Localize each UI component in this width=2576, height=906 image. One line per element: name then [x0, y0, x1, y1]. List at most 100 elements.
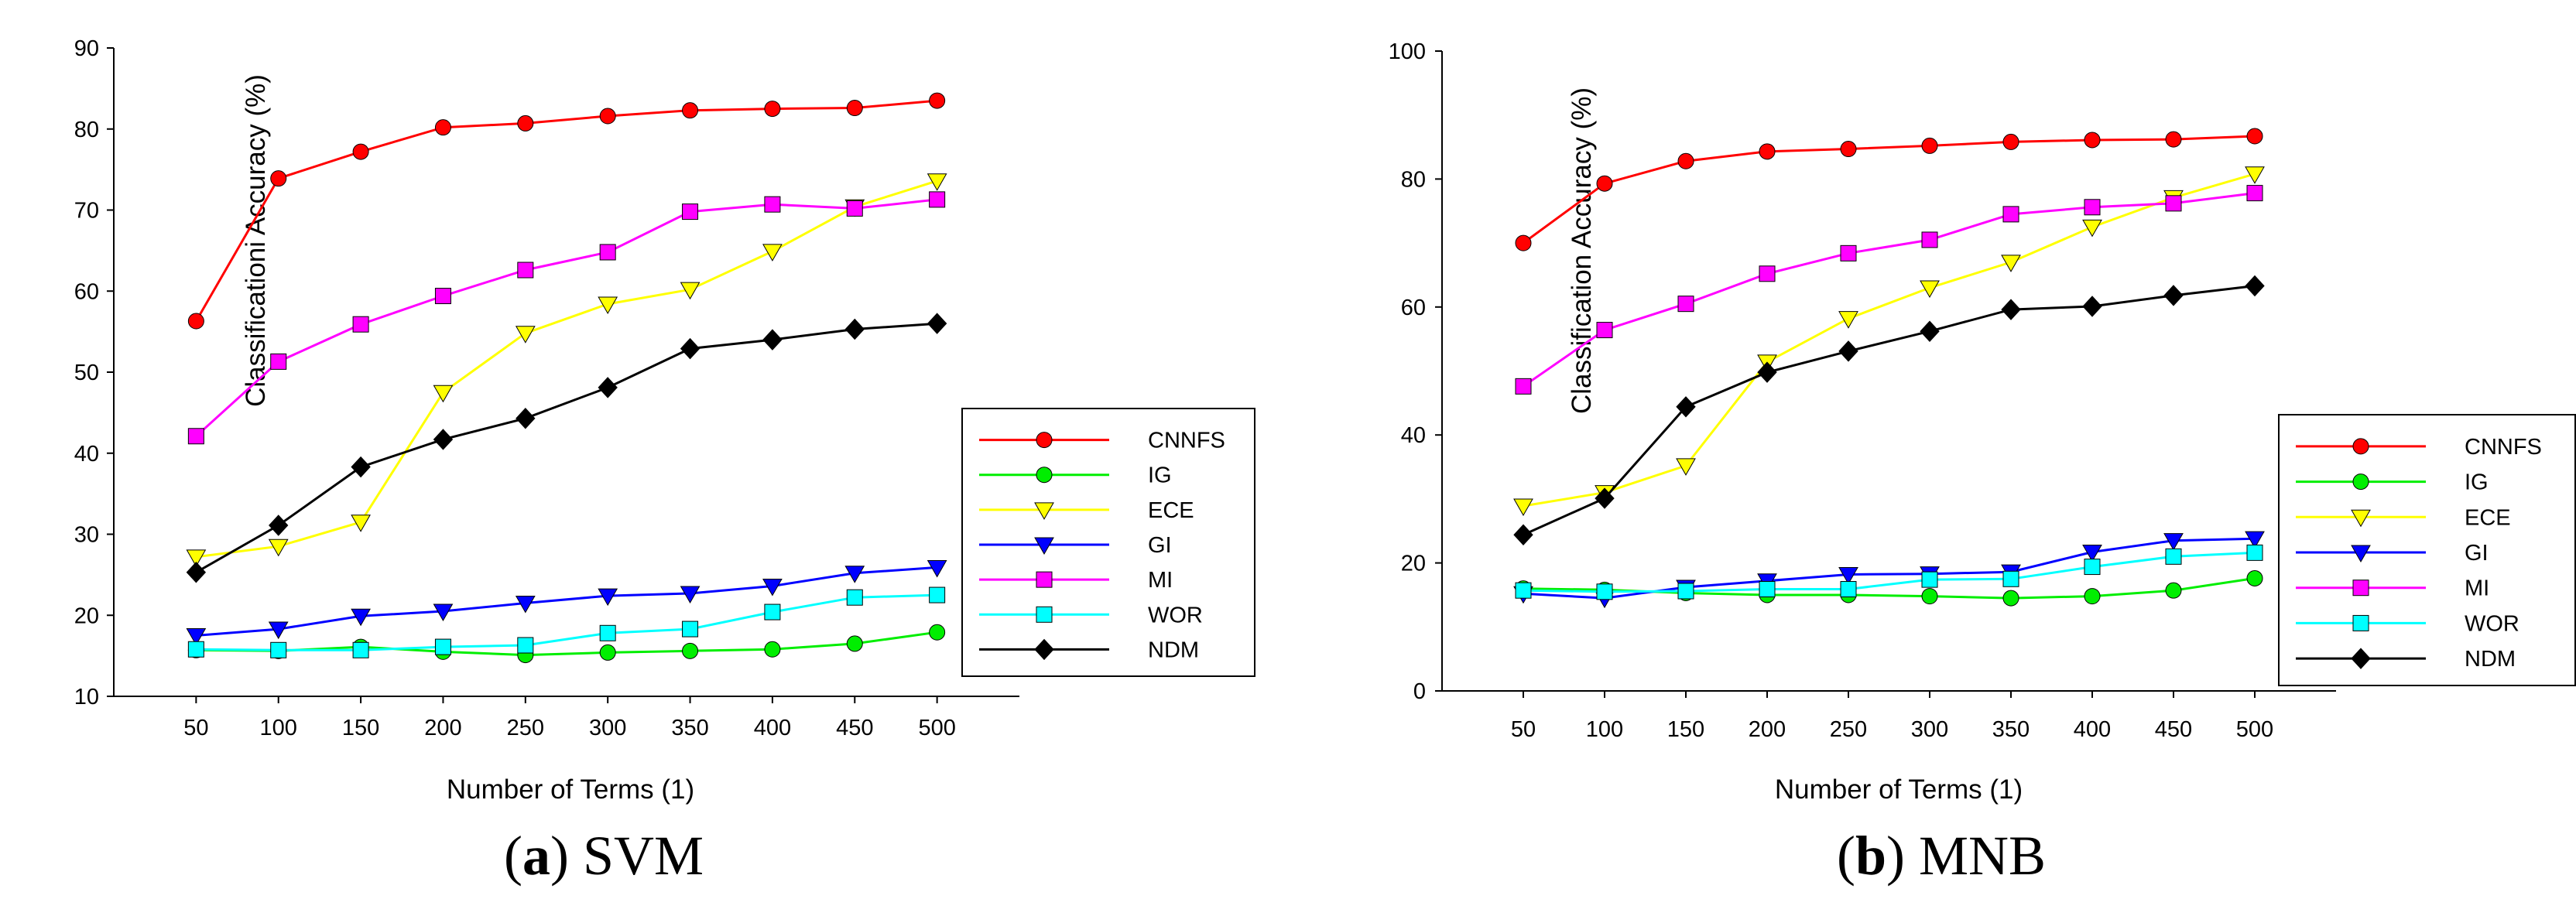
legend-label-ndm: NDM: [1148, 638, 1199, 662]
data-point-ndm: [2001, 299, 2021, 320]
legend-label-ig: IG: [1148, 463, 1172, 488]
series-line-gi: [196, 566, 937, 637]
legend-label-ece: ECE: [1148, 498, 1194, 523]
data-point-ece: [186, 549, 207, 567]
data-point-mi: [187, 428, 204, 445]
x-tick-label: 450: [836, 716, 873, 740]
data-point-cnnfs: [517, 115, 534, 132]
x-tick-label: 350: [1992, 717, 2030, 742]
x-tick-label: 150: [1667, 717, 1704, 742]
data-point-ndm: [1513, 524, 1533, 545]
series-line-mi: [1523, 192, 2256, 388]
data-point-gi: [186, 627, 207, 646]
y-tick-label: 40: [1401, 423, 1426, 448]
data-point-wor: [846, 589, 863, 606]
data-point-ig: [1921, 588, 1938, 605]
data-point-cnnfs: [2084, 132, 2101, 149]
data-point-ig: [599, 644, 616, 661]
data-point-cnnfs: [1677, 152, 1694, 169]
panel-b-mnb: Classification Accuracy (%) Number of Te…: [1389, 39, 2576, 887]
data-point-gi: [927, 559, 947, 578]
legend-marker-ndm: [1034, 638, 1054, 661]
y-tick-label: 60: [1401, 296, 1426, 320]
series-line-wor: [1523, 551, 2256, 593]
data-point-ece: [1676, 458, 1696, 476]
legend-label-cnnfs: CNNFS: [2465, 435, 2542, 460]
data-point-gi: [268, 621, 289, 640]
legend-marker-wor: [2352, 614, 2369, 631]
x-tick-label: 100: [260, 716, 297, 740]
legend-marker-ig: [1036, 467, 1053, 484]
data-point-mi: [352, 316, 369, 333]
series-line-ece: [196, 179, 938, 559]
data-point-ndm: [762, 329, 783, 350]
x-tick-label: 200: [424, 716, 461, 740]
data-point-ndm: [680, 337, 701, 360]
series-line-wor: [196, 593, 937, 651]
caption-text: MNB: [1919, 825, 2046, 887]
data-point-ndm: [1757, 361, 1777, 383]
legend-label-gi: GI: [2465, 541, 2489, 566]
data-point-ece: [2082, 219, 2102, 238]
data-point-gi: [433, 603, 454, 622]
x-axis-title: Number of Terms (1): [447, 774, 694, 805]
data-point-ig: [846, 635, 863, 652]
data-point-ece: [1920, 280, 1940, 298]
data-point-wor: [270, 641, 287, 658]
y-tick-label: 20: [74, 603, 99, 628]
data-point-wor: [1840, 581, 1857, 598]
data-point-ndm: [2245, 275, 2265, 297]
data-point-ndm: [844, 318, 865, 340]
x-tick-label: 200: [1749, 717, 1786, 742]
data-point-cnnfs: [2002, 133, 2019, 150]
caption-a: (a) SVM: [504, 825, 704, 887]
data-point-ndm: [1595, 487, 1615, 509]
data-point-wor: [352, 641, 369, 658]
data-point-mi: [764, 196, 781, 213]
data-point-ece: [2001, 255, 2021, 272]
legend: CNNFS IG ECE GI MI WOR NDM: [2278, 414, 2576, 686]
data-point-ece: [433, 385, 454, 403]
data-point-ndm: [1838, 340, 1858, 362]
data-point-wor: [1677, 583, 1694, 600]
legend-marker-ig: [2352, 474, 2369, 491]
series-line-mi: [195, 198, 937, 437]
data-point-mi: [2165, 195, 2182, 212]
series-line-gi: [1523, 537, 2256, 600]
data-point-gi: [351, 608, 371, 627]
series-line-cnnfs: [195, 99, 937, 322]
data-point-mi: [1840, 244, 1857, 262]
data-point-gi: [2082, 545, 2102, 562]
legend-marker-cnnfs: [2352, 438, 2369, 455]
data-point-cnnfs: [929, 92, 946, 109]
legend-label-wor: WOR: [1148, 603, 1203, 627]
y-tick-label: 50: [74, 361, 99, 385]
data-point-mi: [846, 200, 863, 217]
series-line-ndm: [195, 322, 937, 574]
legend-box: [961, 408, 1255, 677]
x-tick-label: 400: [2074, 717, 2111, 742]
data-point-cnnfs: [599, 108, 616, 125]
legend-label-mi: MI: [1148, 568, 1173, 593]
legend-label-ndm: NDM: [2465, 647, 2516, 672]
legend-label-ece: ECE: [2465, 505, 2511, 530]
y-tick-label: 10: [74, 685, 99, 709]
caption-letter: b: [1855, 825, 1886, 887]
data-point-ece: [680, 282, 701, 300]
data-point-cnnfs: [1759, 143, 1776, 160]
data-point-gi: [1838, 566, 1858, 585]
data-point-mi: [434, 288, 451, 305]
data-point-ig: [929, 624, 946, 641]
y-tick-label: 30: [74, 523, 99, 548]
data-point-mi: [1759, 265, 1776, 282]
legend-marker-gi: [2351, 545, 2371, 563]
legend-label-cnnfs: CNNFS: [1148, 429, 1225, 453]
data-point-ndm: [269, 515, 289, 536]
data-point-ece: [762, 244, 783, 262]
caption-letter: a: [522, 825, 550, 887]
data-point-mi: [929, 191, 946, 208]
y-tick-label: 40: [74, 442, 99, 467]
series-line-ece: [1523, 173, 2256, 508]
data-point-gi: [598, 588, 618, 607]
data-point-ece: [2245, 166, 2265, 184]
